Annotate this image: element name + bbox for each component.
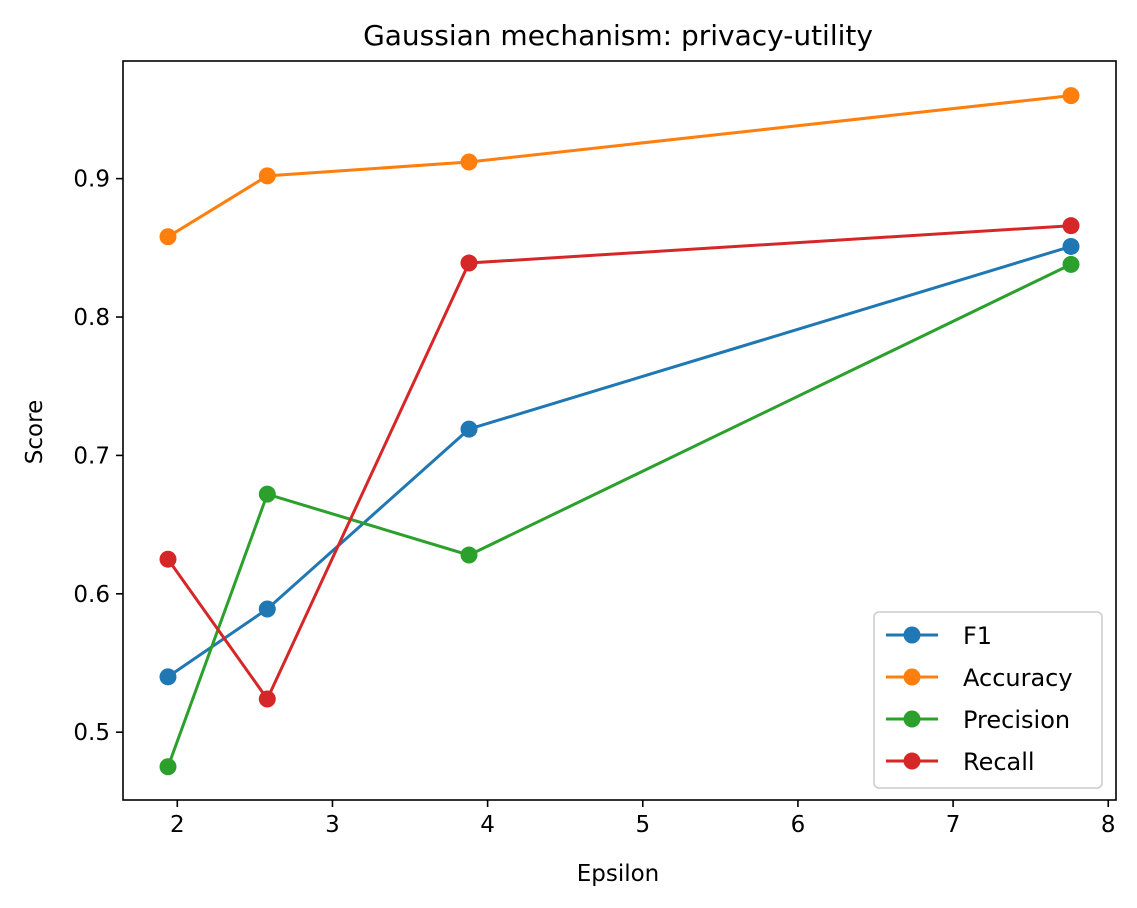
data-point-f1 bbox=[159, 668, 177, 686]
y-axis-label: Score bbox=[22, 400, 48, 464]
legend: F1 Accuracy Precision Recall bbox=[873, 611, 1103, 789]
x-tick-label: 7 bbox=[946, 812, 961, 838]
data-point-accuracy bbox=[159, 228, 177, 246]
x-tick-label: 4 bbox=[480, 812, 495, 838]
series-line-recall bbox=[166, 224, 1072, 702]
data-point-recall bbox=[460, 254, 478, 272]
legend-swatch-marker-accuracy bbox=[903, 668, 921, 686]
y-tick-label: 0.5 bbox=[73, 720, 110, 746]
legend-label-precision: Precision bbox=[963, 706, 1070, 734]
legend-swatch-marker-precision bbox=[903, 710, 921, 728]
legend-label-accuracy: Accuracy bbox=[963, 664, 1073, 692]
y-tick-label: 0.8 bbox=[73, 305, 110, 331]
data-point-precision bbox=[1062, 255, 1080, 273]
data-point-recall bbox=[258, 690, 276, 708]
x-tick-label: 6 bbox=[791, 812, 806, 838]
series-line-accuracy bbox=[167, 94, 1072, 239]
chart-title: Gaussian mechanism: privacy-utility bbox=[363, 19, 873, 52]
data-point-accuracy bbox=[460, 153, 478, 171]
x-tick-label: 8 bbox=[1101, 812, 1116, 838]
data-point-accuracy bbox=[258, 167, 276, 185]
y-tick-label: 0.9 bbox=[73, 167, 110, 193]
data-point-f1 bbox=[1062, 237, 1080, 255]
legend-label-recall: Recall bbox=[963, 748, 1035, 776]
y-tick-label: 0.6 bbox=[73, 582, 110, 608]
x-tick-label: 2 bbox=[170, 812, 185, 838]
legend-box bbox=[873, 611, 1103, 789]
series-line-f1 bbox=[167, 244, 1072, 679]
data-point-f1 bbox=[258, 600, 276, 618]
legend-swatch-marker-recall bbox=[903, 752, 921, 770]
data-point-precision bbox=[460, 546, 478, 564]
plot-area bbox=[159, 87, 1080, 776]
y-tick-label: 0.7 bbox=[73, 443, 110, 469]
legend-swatch-marker-f1 bbox=[903, 626, 921, 644]
data-point-recall bbox=[1062, 217, 1080, 235]
x-tick-label: 3 bbox=[325, 812, 340, 838]
data-point-recall bbox=[159, 550, 177, 568]
legend-label-f1: F1 bbox=[963, 622, 992, 650]
x-axis-label: Epsilon bbox=[577, 861, 660, 887]
x-tick-label: 5 bbox=[635, 812, 650, 838]
data-point-precision bbox=[258, 485, 276, 503]
data-point-precision bbox=[159, 758, 177, 776]
data-point-accuracy bbox=[1062, 87, 1080, 105]
data-point-f1 bbox=[460, 420, 478, 438]
plot-frame bbox=[122, 60, 1117, 801]
